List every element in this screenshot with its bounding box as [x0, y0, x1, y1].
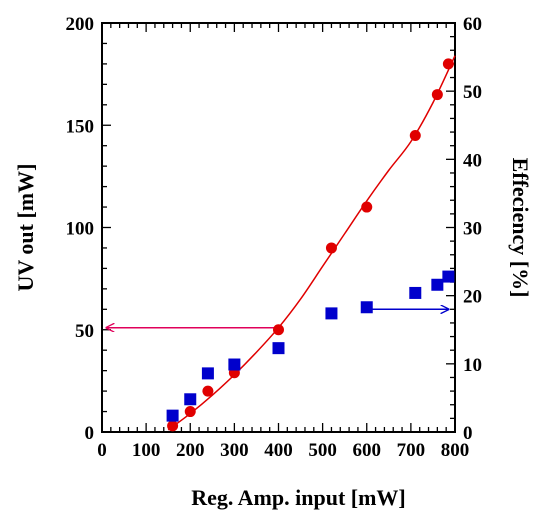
plot-frame — [101, 22, 456, 433]
uv-out-point — [431, 89, 443, 101]
y-tick-label: 50 — [75, 321, 94, 342]
plot-area: 0 100 200 300 400 500 600 700 800050100150200010… — [13, 14, 533, 510]
uv-out-point — [167, 420, 179, 432]
y-axis-title: UV out [mW] — [13, 164, 38, 292]
efficiency-point — [360, 301, 373, 314]
y2-tick-label: 20 — [463, 287, 482, 308]
y2-axis-title: Effeciency [%] — [508, 158, 533, 298]
x-tick-label: 700 — [397, 440, 426, 461]
uv-out-point — [325, 242, 337, 254]
efficiency-point — [201, 367, 214, 380]
efficiency-point — [228, 358, 241, 371]
y2-tick-label: 40 — [463, 150, 482, 171]
x-axis-title: Reg. Amp. input [mW] — [191, 485, 406, 510]
uv-out-point — [361, 201, 373, 213]
y2-tick-label: 30 — [463, 219, 482, 240]
x-tick-label: 0 — [97, 440, 107, 461]
efficiency-point — [184, 393, 197, 406]
uv-out-point — [409, 129, 421, 141]
x-tick-label: 100 — [132, 440, 161, 461]
x-tick-label: 800 — [441, 440, 470, 461]
efficiency-point — [431, 278, 444, 291]
y2-tick-label: 10 — [463, 355, 482, 376]
efficiency-point — [272, 342, 285, 355]
y-tick-label: 100 — [66, 219, 95, 240]
uv-out-point — [442, 58, 454, 70]
x-tick-label: 400 — [264, 440, 293, 461]
x-tick-label: 300 — [220, 440, 249, 461]
efficiency-point — [166, 409, 179, 422]
x-tick-label: 500 — [308, 440, 337, 461]
y-tick-label: 200 — [66, 14, 95, 35]
uv-out-point — [202, 385, 214, 397]
y-tick-label: 0 — [85, 423, 95, 444]
y-tick-label: 150 — [66, 116, 95, 137]
efficiency-point — [442, 270, 455, 283]
fit-curve-line — [167, 55, 456, 431]
uv-out-point — [273, 324, 284, 336]
x-tick-label: 600 — [353, 440, 382, 461]
y2-tick-label: 60 — [463, 14, 482, 35]
efficiency-point — [325, 307, 338, 320]
uv-out-point — [184, 406, 196, 418]
y2-tick-label: 50 — [463, 82, 482, 103]
y2-tick-label: 0 — [463, 423, 473, 444]
efficiency-point — [409, 286, 422, 299]
x-tick-label: 200 — [176, 440, 205, 461]
